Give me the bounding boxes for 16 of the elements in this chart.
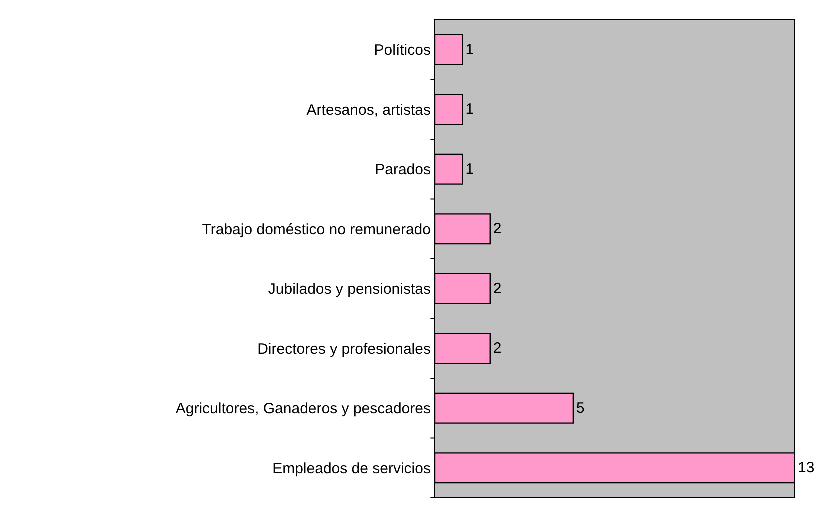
data-label: 2	[493, 340, 502, 358]
data-label: 2	[493, 220, 502, 238]
data-label: 1	[466, 41, 474, 58]
y-tick-label: Agricultores, Ganaderos y pescadores	[176, 400, 431, 418]
y-tick-label: Trabajo doméstico no remunerado	[202, 221, 431, 238]
data-label: 1	[466, 160, 474, 178]
y-tick-label: Políticos	[374, 42, 431, 60]
data-label: 1	[466, 101, 474, 118]
y-tick-label: Empleados de servicios	[272, 460, 431, 478]
y-tick-label: Parados	[375, 162, 431, 179]
data-label: 2	[493, 280, 502, 298]
data-label: 13	[798, 460, 815, 477]
y-tick-label: Directores y profesionales	[258, 340, 431, 358]
y-tick-label: Jubilados y pensionistas	[268, 281, 431, 298]
data-label: 5	[576, 400, 585, 417]
y-tick-label: Artesanos, artistas	[306, 102, 431, 119]
